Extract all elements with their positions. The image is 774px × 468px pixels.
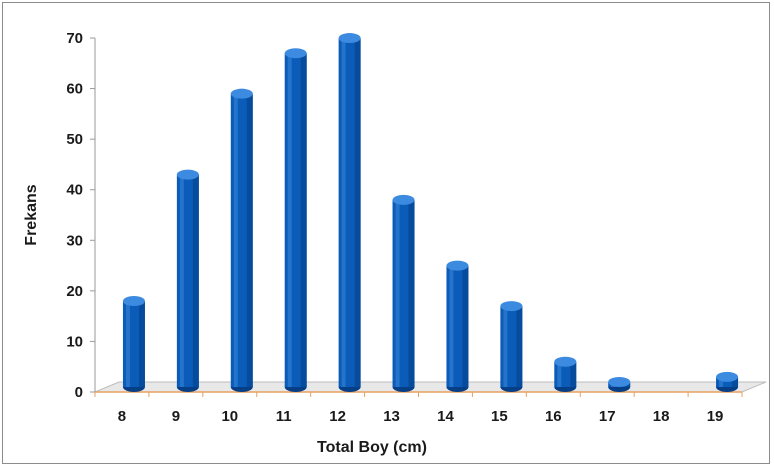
bar <box>392 194 415 392</box>
bar <box>284 48 307 392</box>
x-tick-label: 17 <box>599 408 616 425</box>
y-tick-label: 20 <box>66 283 83 300</box>
bar <box>122 296 145 392</box>
bar <box>716 371 739 392</box>
axes <box>90 37 743 397</box>
bar <box>500 301 523 392</box>
x-axis-title: Total Boy (cm) <box>317 439 427 456</box>
bar <box>446 260 469 392</box>
bar <box>608 376 631 392</box>
x-tick-label: 9 <box>172 408 180 425</box>
x-tick-label: 8 <box>118 408 126 425</box>
y-axis-title: Frekans <box>23 184 40 245</box>
x-tick-label: 16 <box>545 408 562 425</box>
y-tick-label: 40 <box>66 182 83 199</box>
bar <box>230 88 253 392</box>
y-tick-label: 70 <box>66 30 83 47</box>
tick-labels: 0 10 20 30 40 50 60 70 8 9 10 11 12 13 14 15 16 17 18 19 <box>66 30 723 425</box>
y-tick-label: 0 <box>75 384 83 401</box>
y-tick-label: 60 <box>66 81 83 98</box>
x-tick-label: 19 <box>707 408 724 425</box>
x-tick-label: 18 <box>653 408 670 425</box>
y-tick-label: 10 <box>66 333 83 350</box>
bar <box>338 33 361 392</box>
x-tick-label: 13 <box>383 408 400 425</box>
x-tick-label: 12 <box>329 408 346 425</box>
x-tick-label: 14 <box>437 408 454 425</box>
bars <box>122 33 739 392</box>
y-tick-label: 30 <box>66 232 83 249</box>
bar <box>176 169 199 392</box>
x-tick-label: 15 <box>491 408 508 425</box>
x-tick-label: 11 <box>276 408 292 425</box>
y-tick-label: 50 <box>66 131 83 148</box>
bar <box>554 356 577 392</box>
x-tick-label: 10 <box>221 408 238 425</box>
